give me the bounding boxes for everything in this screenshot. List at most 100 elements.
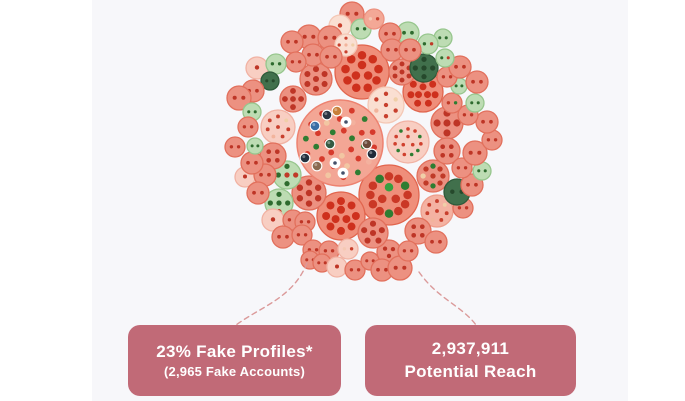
account-dot [429, 80, 437, 88]
account-dot [271, 79, 275, 83]
account-dot [406, 127, 410, 131]
account-dot [284, 181, 290, 187]
account-dot [299, 220, 304, 224]
account-dot [375, 17, 380, 21]
account-dot [416, 148, 420, 153]
account-dot [340, 127, 347, 134]
account-dot [254, 65, 260, 70]
account-dot [440, 152, 446, 158]
account-dot [366, 190, 375, 200]
account-dot [477, 150, 482, 155]
account-dot [357, 60, 367, 70]
profile-avatar [366, 148, 378, 160]
account-dot [229, 145, 234, 149]
account-bubble [224, 136, 246, 158]
account-dot [462, 113, 467, 117]
account-dot [249, 125, 254, 129]
account-dot [406, 134, 410, 139]
profile-avatar [324, 138, 336, 150]
account-bubble [387, 255, 413, 281]
account-dot [314, 248, 319, 252]
account-dot [454, 64, 458, 69]
account-dot [463, 166, 468, 170]
account-dot [363, 83, 373, 93]
account-dot [267, 118, 272, 123]
potential-reach-callout: 2,937,911 Potential Reach [365, 325, 576, 396]
account-bubble [337, 238, 359, 260]
account-dot [337, 43, 341, 47]
account-dot [354, 169, 361, 176]
account-dot [440, 144, 446, 150]
account-dot [277, 234, 281, 239]
account-dot [421, 65, 427, 71]
account-dot [296, 184, 304, 191]
account-bubble [398, 38, 422, 62]
account-dot [276, 200, 282, 206]
account-bubble [435, 48, 455, 68]
account-dot [365, 158, 372, 165]
account-dot [418, 134, 422, 139]
account-dot [411, 224, 417, 230]
account-bubble [299, 62, 333, 96]
account-dot [290, 60, 295, 64]
account-dot [276, 114, 280, 119]
account-dot [285, 234, 289, 239]
account-dot [305, 179, 313, 186]
profile-avatar [329, 157, 341, 169]
account-dot [374, 108, 379, 113]
account-bubble [370, 258, 394, 282]
account-bubble [357, 217, 389, 249]
account-dot [349, 135, 355, 142]
account-dot [448, 75, 453, 79]
potential-reach-value: 2,937,911 [431, 338, 510, 358]
account-dot [306, 220, 311, 224]
account-dot [409, 249, 414, 253]
account-dot [421, 74, 427, 80]
account-dot [466, 182, 470, 187]
account-dot [361, 116, 368, 122]
account-dot [286, 39, 290, 44]
account-dot [349, 247, 354, 251]
account-dot [440, 56, 444, 60]
account-bubble [265, 53, 287, 75]
account-dot [317, 261, 321, 265]
account-dot [402, 152, 407, 157]
account-dot [337, 197, 345, 206]
account-dot [339, 152, 345, 159]
account-dot [399, 129, 403, 133]
account-dot [275, 172, 281, 178]
account-dot [321, 80, 328, 87]
account-dot [358, 129, 365, 136]
account-dot [423, 166, 429, 172]
account-dot [267, 172, 271, 177]
account-dot [444, 36, 448, 40]
account-dot [314, 195, 322, 202]
account-dot [304, 71, 311, 78]
account-dot [437, 180, 443, 186]
account-dot [325, 172, 332, 179]
account-dot [345, 11, 350, 16]
account-dot [470, 101, 474, 105]
account-dot [337, 226, 345, 235]
account-bubble [260, 71, 280, 91]
account-dot [305, 258, 309, 262]
account-bubble [397, 240, 419, 262]
account-dot [402, 249, 407, 253]
account-dot [346, 54, 356, 64]
account-dot [293, 172, 299, 178]
account-dot [312, 75, 320, 83]
account-dot [364, 237, 371, 244]
account-dot [368, 54, 378, 64]
account-dot [286, 127, 291, 132]
account-dot [355, 27, 360, 31]
account-dot [406, 73, 412, 79]
account-dot [344, 163, 350, 169]
account-dot [457, 206, 462, 210]
account-dot [382, 246, 388, 251]
account-bubble [462, 140, 488, 166]
account-dot [304, 80, 311, 87]
account-bubble [448, 55, 472, 79]
account-dot [375, 206, 384, 216]
account-dot [430, 163, 436, 169]
account-dot [365, 259, 369, 263]
